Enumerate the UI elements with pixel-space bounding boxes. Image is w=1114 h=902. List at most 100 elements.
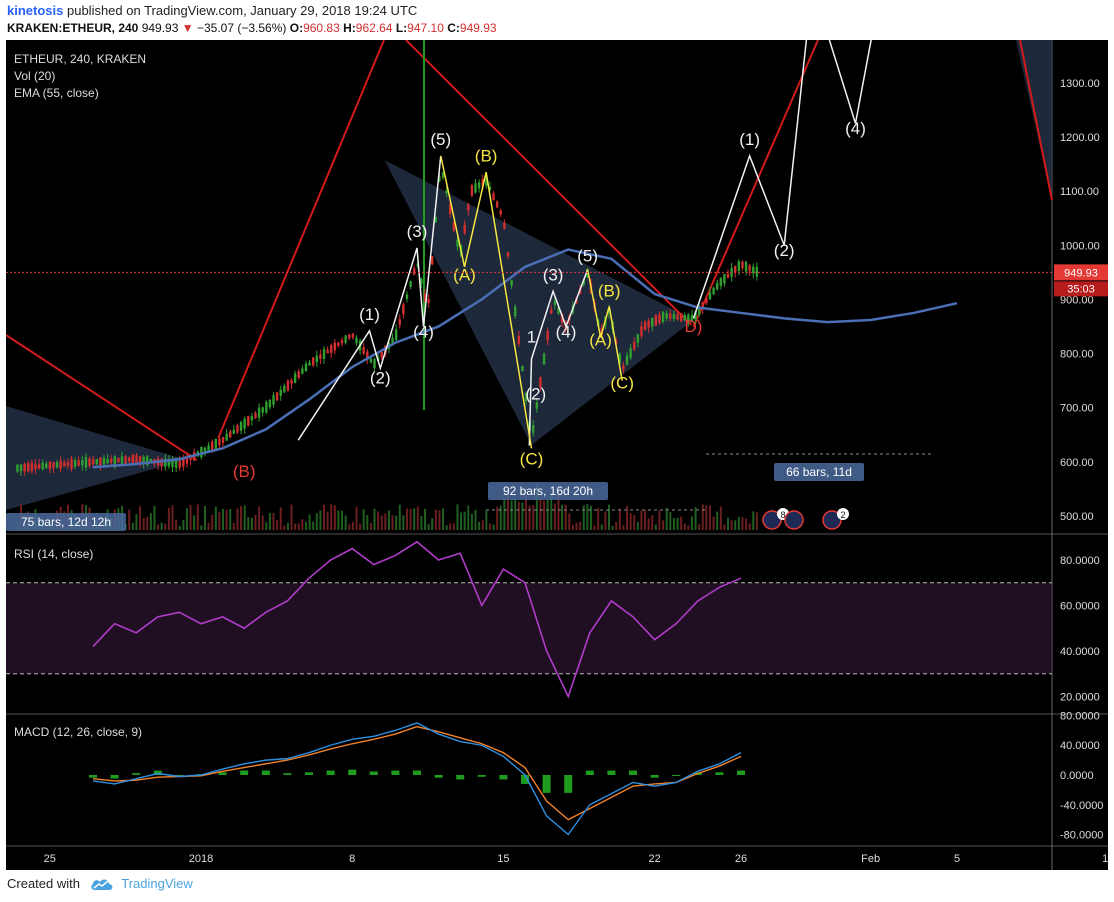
- time-tick: 5: [954, 853, 960, 865]
- candle-body: [239, 421, 243, 431]
- price-tick: 700.00: [1060, 403, 1094, 415]
- candle-body: [88, 458, 91, 466]
- candle-body: [293, 373, 297, 383]
- volume-bar: [745, 518, 748, 530]
- wave-label: (C): [520, 450, 544, 469]
- volume-bar: [214, 506, 217, 530]
- candle-body: [261, 407, 264, 413]
- volume-bar: [582, 505, 585, 530]
- volume-bar: [391, 515, 394, 530]
- event-count-bubble: [837, 508, 849, 520]
- macd-histogram-bar: [607, 770, 616, 775]
- volume-bar: [741, 516, 744, 530]
- range-annotation-box: [488, 482, 608, 500]
- volume-bar: [734, 520, 737, 530]
- volume-bar: [185, 508, 188, 530]
- chart-canvas[interactable]: (B) (1) (2) (3) (4) (5) (A) (B) 1 (2) (C) (3) (4) (5)…: [6, 40, 1108, 870]
- candle-body: [283, 385, 286, 393]
- volume-bar: [698, 524, 701, 530]
- price-tick: 800.00: [1060, 349, 1094, 361]
- close-value: 949.93: [459, 21, 497, 35]
- volume-bar: [525, 496, 528, 530]
- wave-label: (2): [774, 241, 795, 260]
- volume-bar: [561, 504, 564, 530]
- candle-body: [582, 279, 585, 285]
- volume-bar: [304, 521, 307, 530]
- abc-correction-line-2: [586, 269, 623, 381]
- high-label: H:: [343, 21, 356, 35]
- username-link[interactable]: kinetosis: [7, 3, 64, 18]
- channel-line: [217, 40, 385, 439]
- price-tick: 1100.00: [1060, 186, 1099, 198]
- candle-body: [755, 266, 759, 277]
- volume-bar: [600, 524, 603, 530]
- volume-bar: [247, 517, 250, 530]
- volume-bar: [265, 522, 268, 530]
- candle-body: [135, 455, 138, 464]
- volume-bar: [384, 513, 387, 530]
- candle-body: [737, 261, 741, 272]
- wave-label: (1): [739, 130, 760, 149]
- volume-bar: [243, 505, 246, 530]
- volume-bar: [222, 508, 225, 530]
- range-annotation-box: [6, 513, 126, 531]
- macd-histogram-bar: [564, 775, 573, 793]
- volume-bar: [568, 513, 571, 530]
- candle-body: [128, 457, 131, 462]
- candle-body: [326, 349, 329, 354]
- candle-body: [719, 277, 723, 286]
- macd-tick: 80.0000: [1060, 710, 1100, 722]
- volume-bar: [290, 504, 293, 530]
- volume-bar: [232, 523, 235, 530]
- candle-body: [117, 457, 120, 463]
- low-value: 947.10: [407, 21, 444, 35]
- candle-body: [402, 304, 405, 315]
- macd-histogram-bar: [413, 770, 421, 775]
- tradingview-link[interactable]: TradingView: [121, 876, 193, 891]
- event-badge-icon: [762, 510, 782, 530]
- volume-bar: [449, 523, 452, 530]
- macd-line: [92, 722, 742, 836]
- volume-bar: [589, 505, 592, 530]
- projection-wave-line: [692, 40, 872, 319]
- candle-body: [499, 210, 502, 215]
- candle-body: [37, 464, 41, 469]
- volume-bar: [604, 511, 607, 530]
- candle-body: [178, 461, 181, 468]
- candle-body: [629, 348, 632, 358]
- candle-body: [532, 425, 535, 433]
- candle-body: [394, 329, 398, 340]
- macd-histogram-bar: [737, 770, 745, 775]
- candle-body: [102, 457, 106, 465]
- volume-bar: [319, 510, 322, 530]
- volume-bar: [142, 517, 145, 530]
- volume-bar: [510, 500, 513, 530]
- volume-bar: [496, 506, 499, 530]
- candle-body: [243, 418, 246, 429]
- volume-bar: [416, 506, 419, 530]
- volume-bar: [676, 517, 679, 530]
- candle-body: [654, 315, 658, 326]
- wave-label: (3): [407, 222, 428, 241]
- volume-bar: [701, 504, 704, 530]
- candle-body: [99, 457, 102, 466]
- candle-body: [304, 363, 308, 372]
- volume-bar: [727, 517, 730, 530]
- candle-body: [723, 273, 726, 284]
- candle-body: [189, 456, 192, 461]
- event-count: 2: [840, 510, 845, 520]
- wave-label: 1: [527, 328, 536, 347]
- wave-label: (4): [413, 322, 434, 341]
- candle-body: [445, 190, 448, 194]
- volume-bar: [687, 525, 690, 530]
- candle-body: [485, 175, 488, 186]
- rsi-tick: 40.0000: [1060, 646, 1100, 658]
- channel-line: [6, 334, 198, 461]
- candle-body: [391, 337, 394, 345]
- volume-bar: [240, 506, 243, 530]
- volume-bar: [131, 522, 134, 530]
- volume-bar: [488, 523, 491, 530]
- volume-bar: [279, 507, 282, 530]
- candle-body: [315, 355, 318, 363]
- volume-bar: [622, 525, 625, 530]
